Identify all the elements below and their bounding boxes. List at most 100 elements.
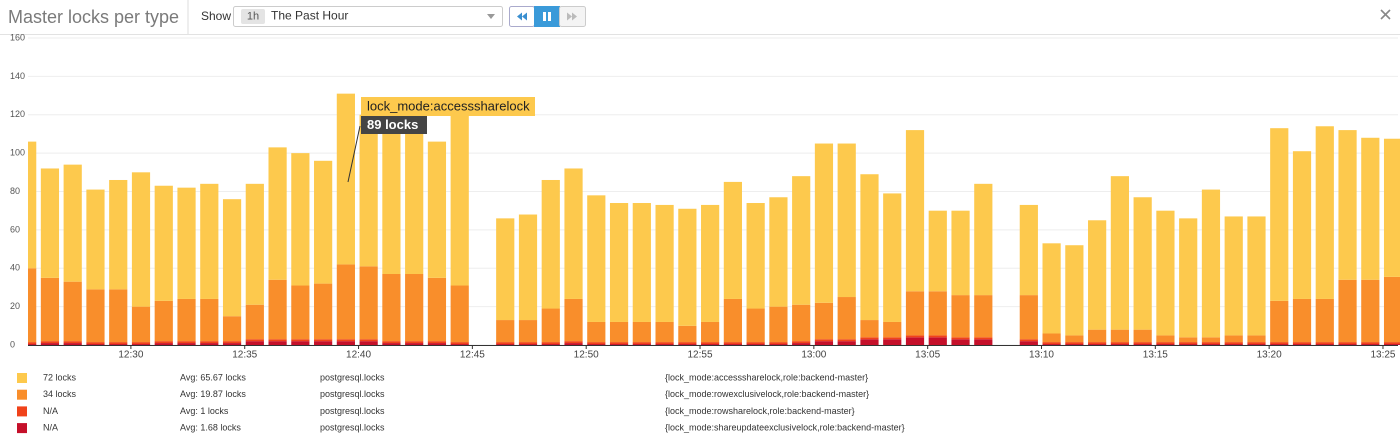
bar-segment: [1383, 138, 1400, 277]
bar-segment: [496, 344, 515, 345]
legend-avg: Avg: 1 locks: [180, 406, 229, 416]
time-range-dropdown[interactable]: 1h The Past Hour: [233, 6, 503, 27]
bar-segment: [701, 342, 720, 345]
bar-segment: [1315, 344, 1334, 345]
bar-segment: [200, 298, 219, 342]
bar-segment: [222, 341, 242, 344]
bar-segment: [837, 143, 856, 298]
legend-current: 72 locks: [43, 372, 77, 382]
bar-segment: [905, 130, 925, 292]
bar-segment: [1088, 329, 1107, 343]
bar-segment: [450, 342, 469, 345]
bar-segment: [1065, 245, 1084, 336]
bar-segment: [951, 210, 970, 296]
bar-segment: [86, 289, 105, 343]
bar-segment: [1042, 333, 1061, 343]
bar-segment: [951, 295, 970, 338]
show-label: Show: [201, 9, 231, 23]
dropdown-box[interactable]: [233, 6, 503, 27]
bar-segment: [405, 341, 424, 344]
pause-icon: [548, 12, 551, 21]
bar-segment: [1338, 130, 1357, 280]
y-tick-label: 60: [10, 224, 20, 234]
bar-segment: [1315, 342, 1334, 345]
playback-controls: [509, 6, 586, 27]
bar-segment: [541, 342, 560, 345]
close-icon: [1380, 9, 1391, 20]
bar-segment: [792, 341, 811, 344]
y-tick-label: 40: [10, 263, 20, 273]
bar-segment: [837, 297, 856, 340]
tooltip-label-bg: [361, 97, 535, 116]
forward-icon: [567, 12, 577, 21]
bar-segment: [928, 291, 947, 336]
legend-current: N/A: [43, 406, 58, 416]
bar-segment: [268, 341, 287, 345]
legend-name: {lock_mode:shareupdateexclusivelock,role…: [665, 422, 905, 432]
legend-avg: Avg: 65.67 locks: [180, 372, 246, 382]
pause-icon: [543, 12, 546, 21]
bar-segment: [1133, 329, 1152, 343]
bar-segment: [28, 141, 37, 269]
bar-segment: [769, 197, 788, 307]
bar-segment: [518, 320, 538, 343]
bar-segment: [723, 298, 742, 343]
bar-segment: [746, 308, 765, 343]
bar-segment: [154, 343, 173, 345]
bar-segment: [1156, 210, 1175, 336]
bar-segment: [28, 342, 37, 345]
bar-segment: [1179, 344, 1198, 345]
widget-title: Master locks per type: [8, 7, 179, 27]
pause-button[interactable]: [534, 6, 560, 27]
y-tick-label: 0: [10, 339, 15, 349]
tooltip-value: 89 locks: [367, 117, 418, 132]
bar-segment: [792, 176, 811, 305]
bar-segment: [200, 341, 219, 344]
legend-name: {lock_mode:accesssharelock,role:backend-…: [665, 372, 868, 382]
bar-segment: [1088, 344, 1107, 345]
x-tick-label: 12:35: [232, 350, 257, 361]
bar-segment: [609, 342, 629, 345]
bar-segment: [1270, 128, 1289, 301]
bar-segment: [518, 344, 538, 345]
legend-avg: Avg: 1.68 locks: [180, 422, 241, 432]
bar-segment: [541, 308, 560, 343]
bar-segment: [382, 341, 401, 344]
bar-segment: [268, 279, 287, 340]
bar-segment: [883, 193, 902, 322]
bar-segment: [1201, 337, 1221, 343]
bar-segment: [655, 342, 674, 345]
bar-segment: [63, 341, 82, 344]
legend: 72 locks Avg: 65.67 locks postgresql.locks…: [17, 372, 905, 434]
bar-segment: [974, 339, 993, 345]
bar-segment: [109, 344, 128, 345]
bar-segment: [860, 174, 879, 321]
legend-swatch: [17, 406, 27, 417]
bar-segment: [814, 339, 834, 342]
bar-segment: [28, 344, 37, 345]
legend-metric: postgresql.locks: [320, 372, 385, 382]
x-tick-label: 13:05: [915, 350, 940, 361]
bar-segment: [405, 130, 424, 275]
bar-segment: [837, 341, 856, 345]
bar-segment: [268, 339, 287, 342]
bar-segment: [427, 277, 447, 342]
bar-segment: [1315, 126, 1334, 299]
bar-segment: [336, 339, 355, 342]
bar-segment: [1156, 335, 1175, 343]
bar-segment: [905, 335, 925, 338]
close-button[interactable]: [1380, 9, 1391, 20]
legend-name: {lock_mode:rowexclusivelock,role:backend…: [665, 389, 869, 399]
bar-segment: [1224, 344, 1243, 345]
bar-segment: [131, 306, 151, 343]
bar-segment: [86, 344, 105, 345]
bar-segment: [131, 172, 151, 307]
bar-segment: [632, 203, 651, 322]
bar-segment: [1247, 216, 1266, 336]
bar-segment: [450, 114, 469, 286]
bar-segment: [974, 337, 993, 340]
bar-segment: [63, 343, 82, 345]
bar-segment: [951, 339, 970, 345]
bar-segment: [951, 337, 970, 340]
